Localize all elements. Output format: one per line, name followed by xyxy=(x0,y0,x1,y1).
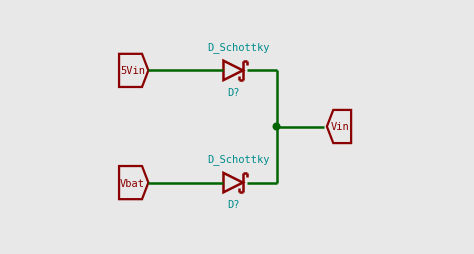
Circle shape xyxy=(273,124,280,130)
Text: 5Vin: 5Vin xyxy=(120,66,145,76)
Text: D?: D? xyxy=(227,88,239,98)
Text: D?: D? xyxy=(227,199,239,210)
Text: D_Schottky: D_Schottky xyxy=(207,153,270,164)
Text: Vbat: Vbat xyxy=(120,178,145,188)
Text: Vin: Vin xyxy=(331,122,350,132)
Text: D_Schottky: D_Schottky xyxy=(207,42,270,52)
